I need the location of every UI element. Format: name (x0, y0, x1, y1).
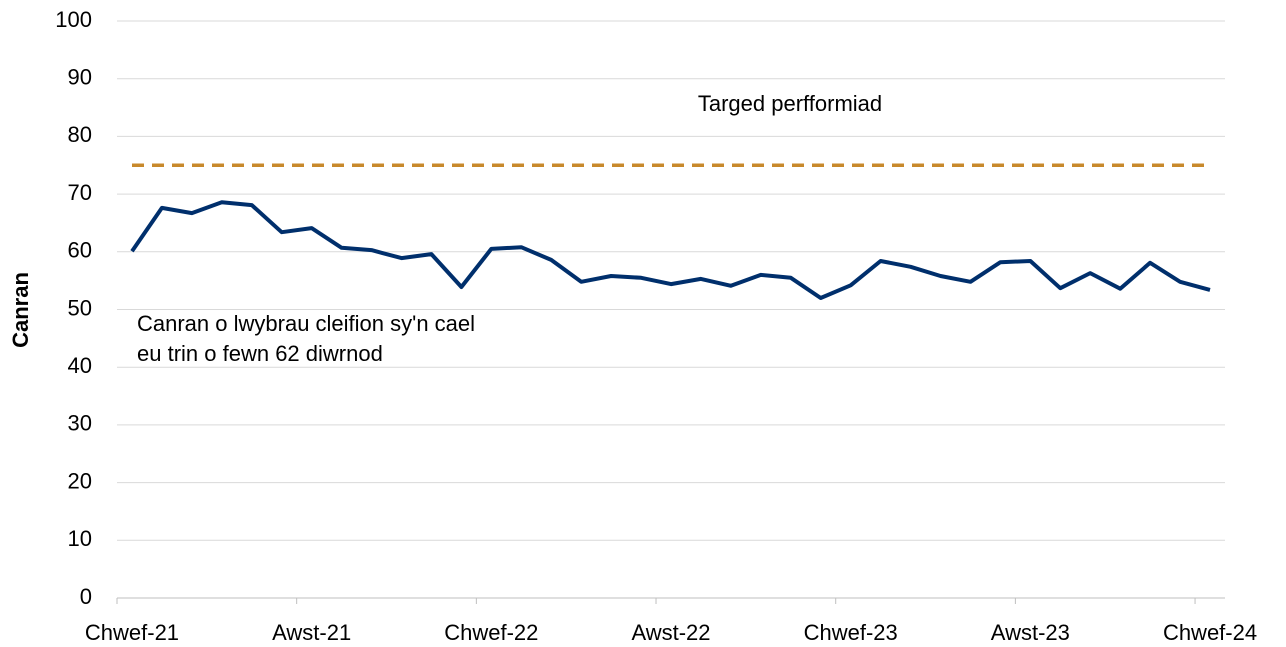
x-tick-label: Awst-21 (272, 620, 351, 645)
y-tick-label: 70 (68, 180, 92, 205)
annotation: Canran o lwybrau cleifion sy'n cael (137, 311, 475, 336)
y-tick-label: 20 (68, 468, 92, 493)
x-tick-label: Chwef-22 (444, 620, 538, 645)
x-tick-label: Awst-22 (631, 620, 710, 645)
y-tick-label: 0 (80, 584, 92, 609)
x-tick-label: Chwef-23 (804, 620, 898, 645)
annotation: eu trin o fewn 62 diwrnod (137, 341, 383, 366)
y-tick-label: 30 (68, 411, 92, 436)
y-tick-label: 40 (68, 353, 92, 378)
y-tick-label: 10 (68, 526, 92, 551)
x-tick-label: Chwef-24 (1163, 620, 1257, 645)
x-tick-label: Chwef-21 (85, 620, 179, 645)
y-tick-label: 100 (55, 7, 92, 32)
data-line (130, 200, 1211, 300)
y-tick-label: 50 (68, 295, 92, 320)
y-tick-label: 80 (68, 122, 92, 147)
y-axis-label: Canran (8, 272, 33, 348)
x-tick-label: Awst-23 (991, 620, 1070, 645)
y-tick-label: 60 (68, 238, 92, 263)
y-tick-label: 90 (68, 65, 92, 90)
annotation: Targed perfformiad (698, 91, 882, 116)
